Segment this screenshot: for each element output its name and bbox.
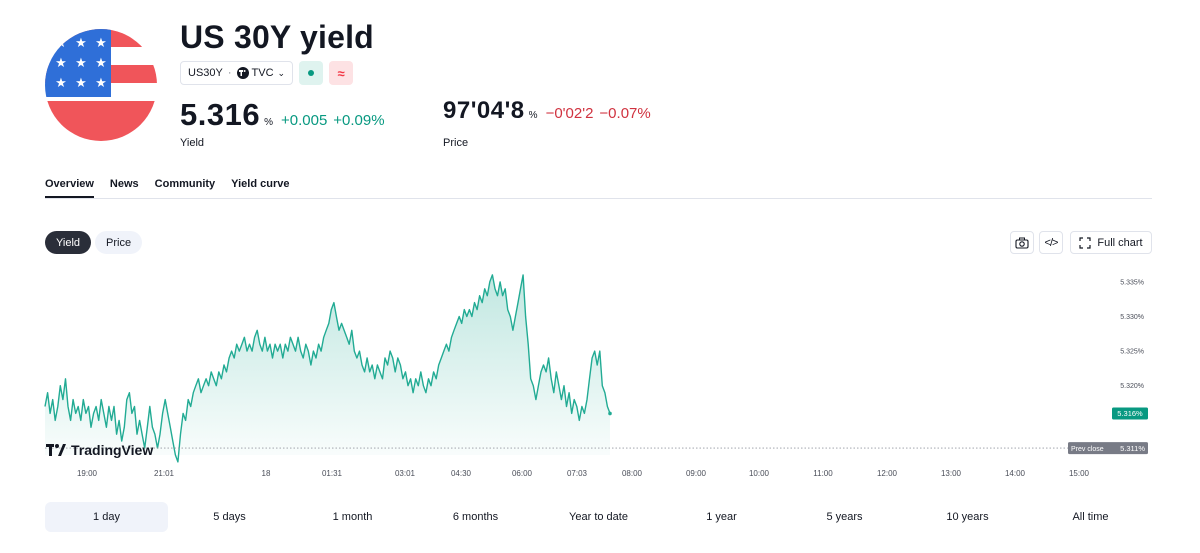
camera-icon [1015, 237, 1029, 249]
x-tick-label: 10:00 [749, 469, 770, 478]
section-tabs: Overview News Community Yield curve [45, 178, 289, 198]
us-flag-icon: ★ ★ ★ ★ ★ ★ ★ ★ ★ [45, 29, 157, 141]
x-tick-label: 08:00 [622, 469, 643, 478]
range-10-years[interactable]: 10 years [946, 511, 989, 523]
range-1-day[interactable]: 1 day [45, 502, 168, 532]
x-tick-label: 13:00 [941, 469, 962, 478]
tabs-divider [45, 198, 1152, 199]
page-title: US 30Y yield [180, 19, 374, 55]
x-tick-label: 06:00 [512, 469, 533, 478]
price-label: Price [443, 137, 469, 149]
yield-area-fill [45, 274, 610, 462]
delayed-data-badge[interactable]: ≈ [329, 61, 354, 85]
price-value: 97'04'8 [443, 97, 525, 124]
range-year-to-date[interactable]: Year to date [569, 511, 628, 523]
tradingview-logo-icon [46, 444, 66, 456]
svg-text:★: ★ [55, 56, 67, 71]
last-value-badge [1112, 407, 1148, 420]
x-tick-label: 04:30 [451, 469, 472, 478]
range-6-months[interactable]: 6 months [452, 511, 499, 523]
wave-icon: ≈ [337, 65, 345, 81]
yield-change-percent: +0.09% [333, 112, 385, 129]
yield-toggle-button[interactable]: Yield [45, 231, 92, 254]
chevron-down-icon: ⌄ [277, 67, 286, 78]
tab-yield-curve[interactable]: Yield curve [231, 178, 290, 190]
yield-series-line [44, 274, 611, 463]
symbol-exchange-selector[interactable]: US30Y · TVC ⌄ [180, 61, 294, 85]
x-tick-label: 12:00 [877, 469, 898, 478]
x-tick-label: 03:01 [395, 469, 416, 478]
market-status-dot-icon [308, 70, 315, 76]
x-tick-label: 09:00 [686, 469, 707, 478]
x-tick-label: 19:00 [77, 469, 98, 478]
price-change: −0'02'2 [545, 105, 594, 122]
tab-overview[interactable]: Overview [45, 178, 94, 198]
fullscreen-icon [1079, 236, 1091, 249]
snapshot-button[interactable] [1010, 231, 1034, 254]
svg-text:★: ★ [55, 36, 67, 51]
last-value-label: 5.316% [1117, 409, 1143, 418]
symbol-label: US30Y [188, 67, 223, 79]
embed-button[interactable]: </> [1039, 231, 1063, 254]
y-tick-label: 5.330% [1120, 314, 1144, 321]
last-point-marker [608, 411, 612, 416]
svg-text:★: ★ [75, 36, 87, 51]
price-change-percent: −0.07% [599, 105, 651, 122]
x-tick-label: 18 [262, 469, 271, 478]
yield-quote: 5.316 % +0.005 +0.09% [180, 97, 385, 133]
svg-text:★: ★ [75, 56, 87, 71]
tradingview-logo: TradingView [46, 442, 153, 458]
yield-value: 5.316 [180, 97, 261, 132]
full-chart-button[interactable]: Full chart [1070, 231, 1152, 254]
x-tick-label: 01:31 [322, 469, 343, 478]
market-open-badge[interactable] [299, 61, 324, 85]
x-tick-label: 21:01 [154, 469, 175, 478]
range-1-month[interactable]: 1 month [332, 511, 373, 523]
y-tick-label: 5.335% [1120, 279, 1144, 286]
x-tick-label: 14:00 [1005, 469, 1026, 478]
yield-label: Yield [180, 137, 205, 149]
svg-text:★: ★ [95, 76, 107, 91]
tradingview-logo-label: TradingView [71, 442, 154, 458]
prev-close-label: Prev close [1071, 446, 1104, 453]
range-5-years[interactable]: 5 years [826, 511, 863, 523]
svg-text:★: ★ [95, 36, 107, 51]
full-chart-label: Full chart [1097, 236, 1143, 249]
y-tick-label: 5.325% [1120, 349, 1144, 356]
svg-text:★: ★ [75, 76, 87, 91]
separator-dot: · [227, 67, 232, 79]
prev-close-badge [1068, 442, 1148, 455]
prev-close-value: 5.311% [1120, 444, 1145, 453]
price-toggle-button[interactable]: Price [95, 231, 143, 254]
time-range-selector: 1 day 5 days 1 month 6 months Year to da… [45, 502, 1152, 532]
price-quote: 97'04'8 % −0'02'2 −0.07% [443, 97, 651, 125]
price-unit: % [528, 110, 538, 121]
y-tick-label: 5.320% [1120, 383, 1144, 390]
x-tick-label: 15:00 [1069, 469, 1090, 478]
x-tick-label: 07:03 [567, 469, 588, 478]
tab-news[interactable]: News [109, 178, 139, 190]
x-tick-label: 11:00 [813, 469, 833, 478]
yield-chart[interactable]: 19:00 21:01 18 01:31 03:01 04:30 06:00 07:03 08:… [0, 260, 1200, 485]
range-1-year[interactable]: 1 year [706, 511, 737, 523]
svg-text:★: ★ [55, 76, 67, 91]
tab-community[interactable]: Community [154, 178, 216, 190]
range-all-time[interactable]: All time [1072, 511, 1109, 523]
range-5-days[interactable]: 5 days [213, 511, 246, 523]
yield-change: +0.005 [280, 112, 328, 129]
tvc-logo-icon [236, 67, 249, 79]
exchange-label: TVC [251, 67, 274, 79]
code-icon: </> [1044, 236, 1059, 249]
yield-unit: % [264, 117, 273, 128]
svg-text:★: ★ [95, 56, 107, 71]
